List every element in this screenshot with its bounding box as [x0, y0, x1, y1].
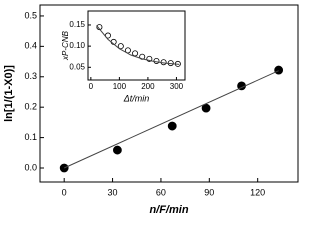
data-point — [117, 43, 124, 50]
data-point — [153, 57, 160, 64]
y-tick-label: 0.3 — [24, 71, 37, 81]
y-tick-label: 0.05 — [69, 62, 85, 71]
y-tick-label: 0.10 — [69, 41, 85, 50]
fit-line — [63, 70, 279, 169]
x-axis-label: n/F/min — [149, 204, 188, 216]
y-tick-label: 0.1 — [24, 132, 37, 142]
x-tick-label: 200 — [141, 82, 155, 91]
x-axis-label: Δt/min — [123, 93, 150, 103]
data-point — [274, 65, 284, 75]
data-point — [96, 24, 103, 31]
fit-line — [96, 25, 180, 65]
data-point — [132, 50, 139, 57]
y-axis-label: xP-CNB — [61, 30, 70, 61]
inset-frame — [87, 10, 186, 81]
x-tick-label: 0 — [62, 187, 67, 197]
y-tick-label: 0.4 — [24, 41, 37, 51]
x-tick-label: 300 — [170, 82, 184, 91]
x-tick-label: 120 — [250, 187, 265, 197]
x-tick-label: 0 — [89, 82, 94, 91]
y-axis-label: ln[1/(1-X0)] — [3, 65, 15, 122]
y-tick-label: 0.0 — [24, 162, 37, 172]
y-tick-label: 0.15 — [69, 20, 85, 29]
y-tick-label: 0.5 — [24, 10, 37, 20]
x-tick-label: 100 — [113, 82, 127, 91]
x-tick-label: 90 — [204, 187, 214, 197]
chart: 0 30 60 90 120 0.0 0.1 0.2 0.3 0.4 0.5 n/F/min ln[1/… — [3, 4, 299, 216]
data-point — [113, 145, 122, 155]
y-tick-label: 0.2 — [24, 102, 37, 112]
x-tick-label: 60 — [156, 187, 166, 197]
x-tick-label: 30 — [108, 187, 118, 197]
data-point — [167, 121, 177, 131]
